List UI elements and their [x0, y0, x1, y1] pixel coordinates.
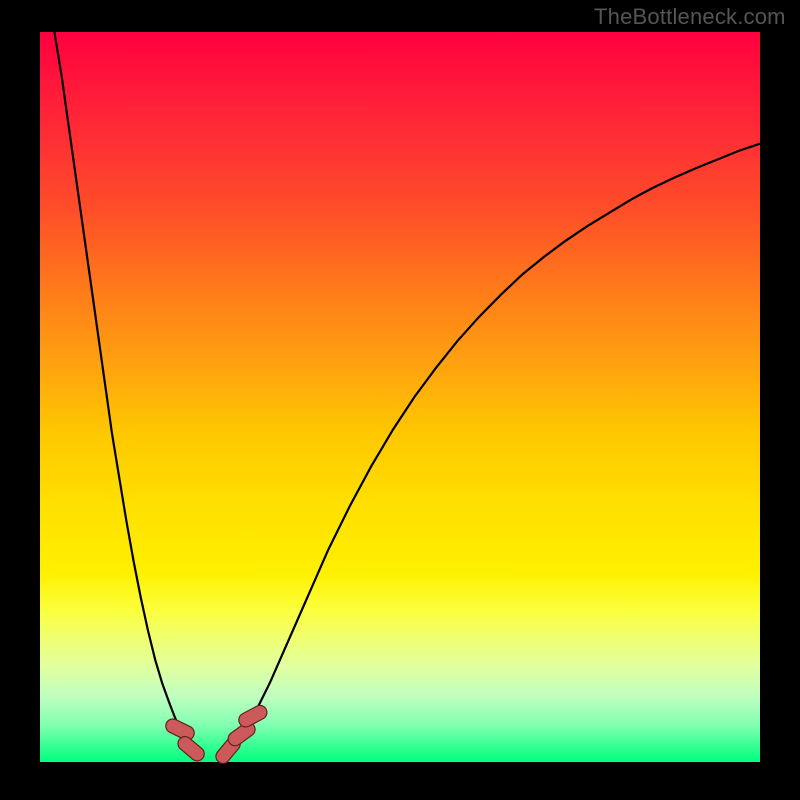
chart-svg [0, 0, 800, 800]
watermark-text: TheBottleneck.com [594, 4, 786, 30]
chart-container: TheBottleneck.com [0, 0, 800, 800]
curve-right [221, 144, 760, 756]
curve-left [54, 32, 199, 755]
